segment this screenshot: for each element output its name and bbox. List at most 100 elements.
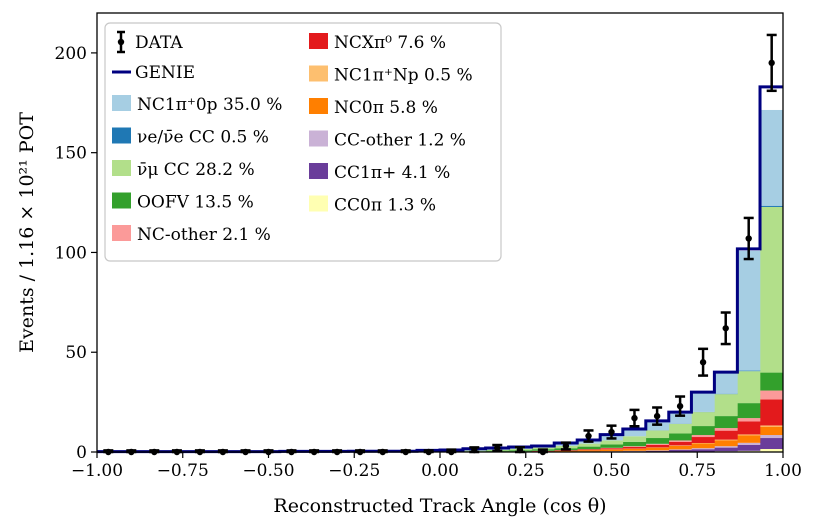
x-tick-label: −0.25 <box>328 461 380 481</box>
bar-cc-other-28 <box>737 442 761 445</box>
bar-nc0--26 <box>691 443 715 449</box>
legend-label: NCXπ⁰ 7.6 % <box>334 33 446 53</box>
data-marker <box>585 432 592 440</box>
bar-nc-other-23 <box>622 446 647 447</box>
legend-label: ν̄μ CC 28.2 % <box>137 160 255 180</box>
legend-item-cc0-: CC0π 1.3 % <box>309 195 436 216</box>
bar-nc-other-26 <box>691 435 715 438</box>
legend-swatch <box>112 95 131 111</box>
bar-anti-numu-cc-21 <box>577 443 601 447</box>
x-tick-label: 0.75 <box>678 461 716 481</box>
bar-ncx-0-27 <box>714 430 738 440</box>
bar-nc1-0p-28 <box>737 250 761 371</box>
bar-ncx-0-25 <box>668 441 692 446</box>
data-marker <box>676 402 684 410</box>
bar-oofv-27 <box>714 416 738 429</box>
bar-nue-cc-29 <box>760 205 784 207</box>
legend-label-data: DATA <box>135 33 183 53</box>
legend-label: CC-other 1.2 % <box>334 131 466 151</box>
x-tick-label: 0.50 <box>593 461 631 481</box>
data-point-25 <box>675 395 686 417</box>
bar-anti-numu-cc-23 <box>622 436 647 442</box>
bar-anti-numu-cc-22 <box>600 440 624 445</box>
y-tick-label: 0 <box>76 443 87 463</box>
legend-label: OOFV 13.5 % <box>137 193 254 213</box>
bar-nc0--24 <box>645 447 670 451</box>
legend-label: νe/ν̄e CC 0.5 % <box>137 128 269 148</box>
y-tick-label: 200 <box>55 44 87 64</box>
bar-anti-numu-cc-26 <box>691 412 715 427</box>
legend-item-ncx-0: NCXπ⁰ 7.6 % <box>309 33 446 53</box>
bar-anti-numu-cc-29 <box>760 206 784 373</box>
legend-label-genie: GENIE <box>135 63 195 83</box>
legend-swatch <box>112 160 131 176</box>
legend-item-cc-other: CC-other 1.2 % <box>309 130 466 151</box>
bar-nc0--29 <box>760 426 784 436</box>
bar-oofv-21 <box>577 446 601 450</box>
bar-nc1-0p-25 <box>668 411 692 424</box>
bar-oofv-24 <box>645 438 670 444</box>
y-axis-ticks: 0 50 100 150 200 <box>55 44 97 463</box>
bar-cc-other-27 <box>714 446 738 448</box>
bar-oofv-28 <box>737 403 761 419</box>
bar-nc0--23 <box>622 448 647 451</box>
data-marker <box>608 428 615 436</box>
bar-nc1-0p-23 <box>622 429 647 437</box>
y-tick-label: 100 <box>55 243 87 263</box>
bar-cc-other-25 <box>668 449 692 451</box>
data-point-28 <box>743 216 754 261</box>
bar-nc-other-29 <box>760 390 784 400</box>
bar-nc1-0p-26 <box>691 391 715 412</box>
data-point-20 <box>560 441 571 451</box>
bar-anti-numu-cc-27 <box>714 394 738 417</box>
bar-oofv-22 <box>600 444 624 448</box>
bar-nc0--28 <box>737 435 761 443</box>
bar-nc-other-27 <box>714 428 738 431</box>
data-point-26 <box>698 347 709 377</box>
legend-label: NC-other 2.1 % <box>137 225 271 245</box>
bar-ncx-0-21 <box>577 449 601 451</box>
bar-nc1-0p-29 <box>760 109 784 206</box>
bar-ncx-0-23 <box>622 446 647 449</box>
bar-nc-other-25 <box>668 440 692 442</box>
legend-swatch <box>309 195 328 212</box>
data-point-27 <box>720 311 731 346</box>
bar-cc-other-26 <box>691 448 715 450</box>
legend-item-data: DATA <box>117 30 183 54</box>
legend: DATA GENIE NC1π⁺0p 35.0 % νe/ν̄e CC 0.5 % ν̄… <box>104 22 502 262</box>
x-tick-label: −1.00 <box>71 461 123 481</box>
bar-nc1-np-29 <box>760 425 784 427</box>
bar-nc-other-28 <box>737 418 761 422</box>
data-marker <box>768 59 775 67</box>
data-point-17 <box>492 443 503 453</box>
legend-swatch <box>112 127 131 144</box>
bar-nc1-0p-27 <box>714 372 738 394</box>
bar-cc1--25 <box>668 450 692 452</box>
bar-oofv-26 <box>691 426 715 436</box>
data-point-24 <box>652 406 663 426</box>
legend-swatch <box>309 98 328 114</box>
y-tick-label: 50 <box>65 343 87 363</box>
bar-cc-other-29 <box>760 435 784 439</box>
legend-swatch <box>309 163 328 179</box>
bar-cc1--27 <box>714 447 738 452</box>
legend-swatch <box>112 192 131 209</box>
data-point-21 <box>583 429 594 443</box>
bar-ncx-0-29 <box>760 399 784 426</box>
bar-anti-numu-cc-25 <box>668 423 692 434</box>
legend-label: NC0π 5.8 % <box>334 98 438 118</box>
data-marker <box>562 442 570 450</box>
legend-data-marker <box>117 38 125 46</box>
bar-oofv-23 <box>622 441 647 447</box>
legend-item-genie: GENIE <box>112 63 195 83</box>
data-marker <box>745 235 752 242</box>
bar-oofv-25 <box>668 433 692 441</box>
x-tick-label: 1.00 <box>764 461 802 481</box>
bar-nue-cc-28 <box>737 370 761 372</box>
data-point-23 <box>629 408 640 428</box>
legend-swatch <box>309 65 328 82</box>
bar-cc0--29 <box>760 449 784 452</box>
bar-cc1--26 <box>691 449 715 452</box>
legend-item-nc1-np: NC1π⁺Np 0.5 % <box>309 65 473 86</box>
